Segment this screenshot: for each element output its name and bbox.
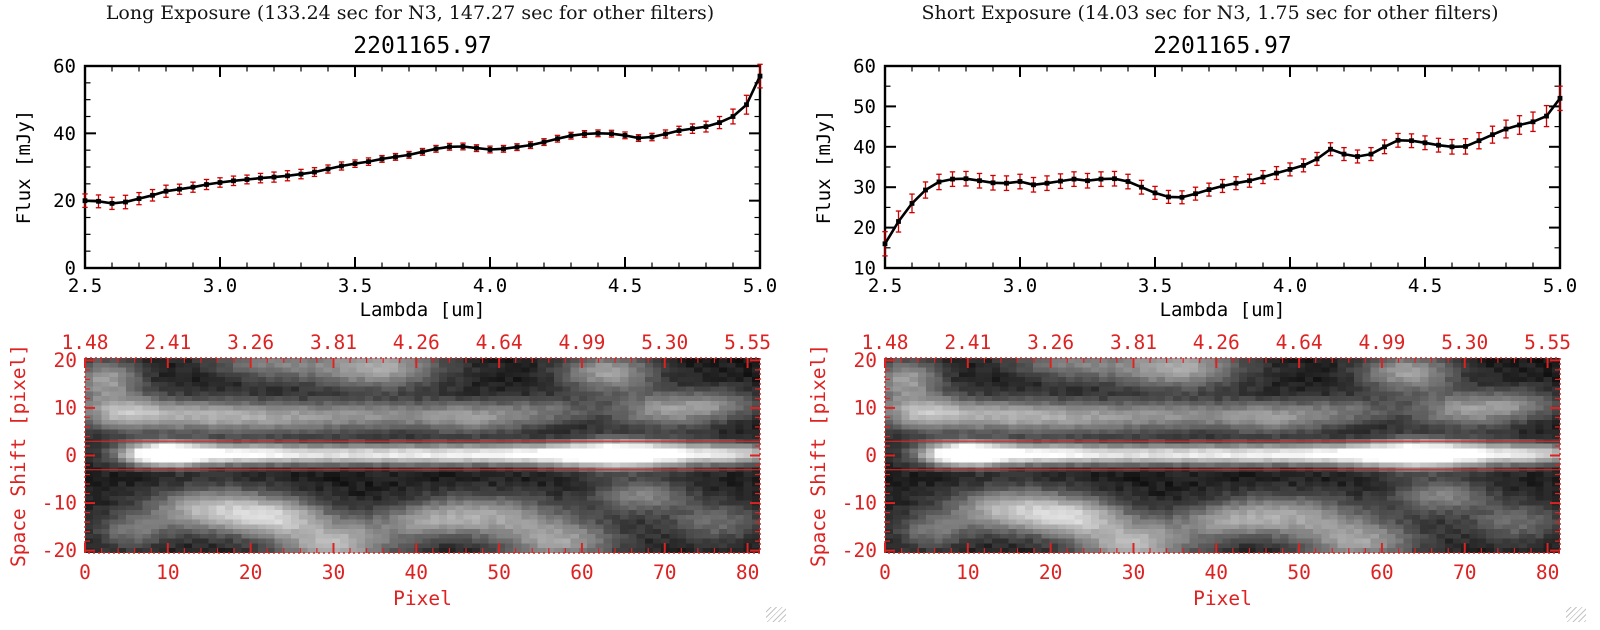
spectrum-plot: 10 20 30 40 50 60 2.5 3.0 3.5 4.0 4.5 5.0 Lambda [um…: [813, 56, 1577, 322]
svg-text:50: 50: [853, 96, 876, 118]
svg-text:4.64: 4.64: [476, 331, 523, 354]
svg-text:Lambda [um]: Lambda [um]: [360, 299, 486, 321]
spectral-2d-image-short: [885, 358, 1560, 553]
svg-text:80: 80: [1536, 561, 1559, 584]
svg-text:Flux [mJy]: Flux [mJy]: [813, 110, 835, 224]
svg-text:70: 70: [653, 561, 676, 584]
svg-text:0: 0: [865, 444, 877, 467]
svg-text:20: 20: [853, 217, 876, 239]
svg-text:3.26: 3.26: [1027, 331, 1074, 354]
svg-text:5.0: 5.0: [1543, 275, 1577, 297]
spectral-2d-image-long: [85, 358, 760, 553]
svg-text:0: 0: [65, 444, 77, 467]
svg-text:10: 10: [54, 396, 77, 419]
svg-text:40: 40: [853, 136, 876, 158]
svg-text:50: 50: [1287, 561, 1310, 584]
svg-text:2.41: 2.41: [144, 331, 191, 354]
svg-text:4.99: 4.99: [1358, 331, 1405, 354]
svg-text:40: 40: [405, 561, 428, 584]
svg-text:2.5: 2.5: [68, 275, 102, 297]
svg-text:0: 0: [65, 258, 76, 280]
svg-text:3.26: 3.26: [227, 331, 274, 354]
svg-text:Pixel: Pixel: [393, 587, 452, 610]
panel-short-exposure: Short Exposure (14.03 sec for N3, 1.75 s…: [800, 0, 1600, 630]
svg-text:20: 20: [53, 190, 76, 212]
svg-text:-10: -10: [842, 492, 877, 515]
svg-text:20: 20: [54, 349, 77, 372]
svg-text:4.99: 4.99: [558, 331, 605, 354]
svg-text:Pixel: Pixel: [1193, 587, 1252, 610]
svg-text:5.30: 5.30: [1441, 331, 1488, 354]
svg-text:2.41: 2.41: [944, 331, 991, 354]
svg-text:60: 60: [853, 56, 876, 78]
svg-text:4.0: 4.0: [473, 275, 507, 297]
svg-text:4.5: 4.5: [1408, 275, 1442, 297]
svg-text:-20: -20: [42, 539, 77, 562]
svg-text:60: 60: [570, 561, 593, 584]
spectrum-title-short: 2201165.97: [1153, 33, 1292, 59]
resize-grip[interactable]: [766, 607, 786, 622]
svg-text:30: 30: [1122, 561, 1145, 584]
svg-text:5.55: 5.55: [724, 331, 771, 354]
exposure-title-short: Short Exposure (14.03 sec for N3, 1.75 s…: [921, 2, 1499, 24]
svg-text:-10: -10: [42, 492, 77, 515]
svg-text:10: 10: [156, 561, 179, 584]
svg-text:10: 10: [854, 396, 877, 419]
svg-text:20: 20: [1039, 561, 1062, 584]
svg-text:80: 80: [736, 561, 759, 584]
spectrum-title-long: 2201165.97: [353, 33, 492, 59]
svg-text:50: 50: [487, 561, 510, 584]
spectrum-plot: 0 20 40 60 2.5 3.0 3.5 4.0 4.5 5.0 Lambda [um] Flux…: [13, 56, 777, 322]
svg-text:3.5: 3.5: [338, 275, 372, 297]
svg-text:4.5: 4.5: [608, 275, 642, 297]
svg-text:70: 70: [1453, 561, 1476, 584]
svg-text:3.81: 3.81: [310, 331, 357, 354]
svg-text:10: 10: [956, 561, 979, 584]
svg-text:0: 0: [79, 561, 91, 584]
svg-text:-20: -20: [842, 539, 877, 562]
svg-text:Space Shift [pixel]: Space Shift [pixel]: [7, 344, 30, 567]
svg-text:Lambda [um]: Lambda [um]: [1160, 299, 1286, 321]
svg-text:1.48: 1.48: [62, 331, 109, 354]
svg-text:5.30: 5.30: [641, 331, 688, 354]
svg-text:5.0: 5.0: [743, 275, 777, 297]
svg-text:4.26: 4.26: [1193, 331, 1240, 354]
panel-long-exposure: Long Exposure (133.24 sec for N3, 147.27…: [7, 2, 786, 622]
resize-grip[interactable]: [1566, 607, 1586, 622]
svg-text:4.64: 4.64: [1276, 331, 1323, 354]
svg-text:4.0: 4.0: [1273, 275, 1307, 297]
svg-text:1.48: 1.48: [862, 331, 909, 354]
svg-text:Flux [mJy]: Flux [mJy]: [13, 110, 35, 224]
svg-text:5.55: 5.55: [1524, 331, 1571, 354]
svg-text:0: 0: [879, 561, 891, 584]
svg-text:3.0: 3.0: [1003, 275, 1037, 297]
svg-text:3.0: 3.0: [203, 275, 237, 297]
svg-text:4.26: 4.26: [393, 331, 440, 354]
svg-text:Space Shift [pixel]: Space Shift [pixel]: [807, 344, 830, 567]
svg-text:20: 20: [239, 561, 262, 584]
svg-text:30: 30: [853, 177, 876, 199]
svg-text:40: 40: [1205, 561, 1228, 584]
svg-text:60: 60: [53, 56, 76, 78]
exposure-title-long: Long Exposure (133.24 sec for N3, 147.27…: [105, 2, 715, 24]
svg-text:3.81: 3.81: [1110, 331, 1157, 354]
svg-text:30: 30: [322, 561, 345, 584]
svg-text:40: 40: [53, 123, 76, 145]
svg-text:2.5: 2.5: [868, 275, 902, 297]
svg-text:3.5: 3.5: [1138, 275, 1172, 297]
svg-text:60: 60: [1370, 561, 1393, 584]
svg-text:20: 20: [854, 349, 877, 372]
svg-text:10: 10: [853, 258, 876, 280]
